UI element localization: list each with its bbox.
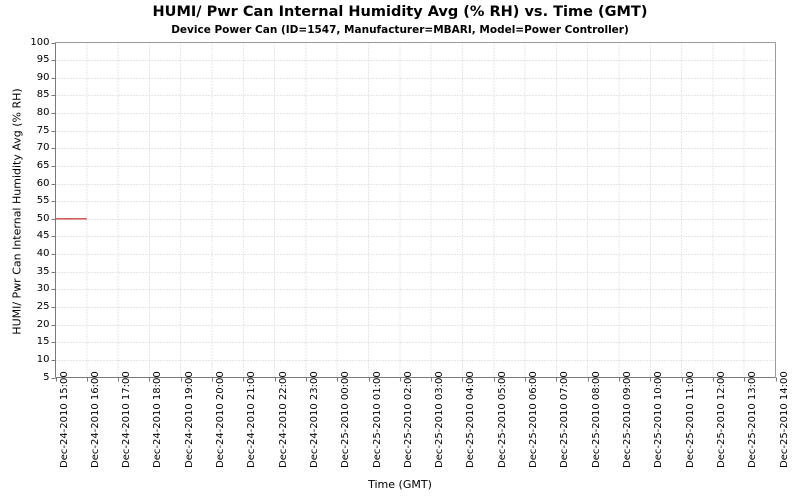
x-tick-label: Dec-25-2010 14:00	[778, 370, 790, 468]
x-tick-label: Dec-24-2010 16:00	[89, 370, 101, 468]
y-tick-label: 35	[36, 265, 50, 277]
x-tick-label: Dec-25-2010 13:00	[747, 370, 759, 468]
x-tick-label: Dec-24-2010 21:00	[246, 370, 258, 468]
y-tick-label: 90	[36, 71, 50, 83]
y-tick-label: 60	[36, 177, 50, 189]
x-tick-label: Dec-25-2010 08:00	[590, 370, 602, 468]
x-tick-label: Dec-25-2010 04:00	[465, 370, 477, 468]
x-tick-label: Dec-25-2010 10:00	[653, 370, 665, 468]
chart-title: HUMI/ Pwr Can Internal Humidity Avg (% R…	[152, 4, 648, 20]
x-tick-marks	[55, 377, 778, 382]
y-tick-label: 20	[36, 318, 50, 330]
y-tick-label: 75	[36, 124, 50, 136]
vertical-gridlines	[86, 42, 776, 378]
x-axis-label: Time (GMT)	[368, 478, 432, 491]
x-tick-label: Dec-24-2010 15:00	[58, 370, 70, 468]
y-tick-label: 65	[36, 159, 50, 171]
y-tick-label: 100	[30, 36, 50, 48]
x-tick-label: Dec-25-2010 07:00	[559, 370, 571, 468]
x-tick-label: Dec-24-2010 20:00	[215, 370, 227, 468]
x-tick-label: Dec-24-2010 22:00	[277, 370, 289, 468]
y-tick-label: 55	[36, 195, 50, 207]
y-axis-label: HUMI/ Pwr Can Internal Humidity Avg (% R…	[10, 88, 24, 335]
x-tick-label: Dec-25-2010 01:00	[371, 370, 383, 468]
y-tick-label: 45	[36, 230, 50, 242]
x-tick-label: Dec-24-2010 19:00	[183, 370, 195, 468]
y-tick-label: 40	[36, 248, 50, 260]
x-tick-label: Dec-25-2010 06:00	[528, 370, 540, 468]
y-tick-marks	[51, 42, 56, 380]
x-tick-label: Dec-25-2010 05:00	[496, 370, 508, 468]
x-tick-label: Dec-24-2010 18:00	[152, 370, 164, 468]
y-tick-label: 5	[43, 371, 50, 383]
x-tick-label: Dec-25-2010 02:00	[402, 370, 414, 468]
y-tick-label: 95	[36, 54, 50, 66]
y-tick-label: 25	[36, 300, 50, 312]
horizontal-gridlines	[55, 60, 776, 361]
x-tick-label: Dec-25-2010 12:00	[715, 370, 727, 468]
x-tick-label: Dec-25-2010 09:00	[621, 370, 633, 468]
x-tick-label: Dec-25-2010 11:00	[684, 370, 696, 468]
y-tick-label: 50	[36, 212, 50, 224]
chart-subtitle: Device Power Can (ID=1547, Manufacturer=…	[171, 24, 629, 36]
x-tick-label: Dec-25-2010 00:00	[340, 370, 352, 468]
x-tick-label: Dec-24-2010 17:00	[121, 370, 133, 468]
y-tick-label: 15	[36, 336, 50, 348]
y-tick-label: 30	[36, 283, 50, 295]
x-tick-label: Dec-25-2010 03:00	[434, 370, 446, 468]
y-tick-label: 85	[36, 89, 50, 101]
y-tick-label: 10	[36, 353, 50, 365]
plot-frame	[54, 42, 776, 379]
x-tick-label: Dec-24-2010 23:00	[308, 370, 320, 468]
y-tick-label: 80	[36, 107, 50, 119]
y-tick-label: 70	[36, 142, 50, 154]
